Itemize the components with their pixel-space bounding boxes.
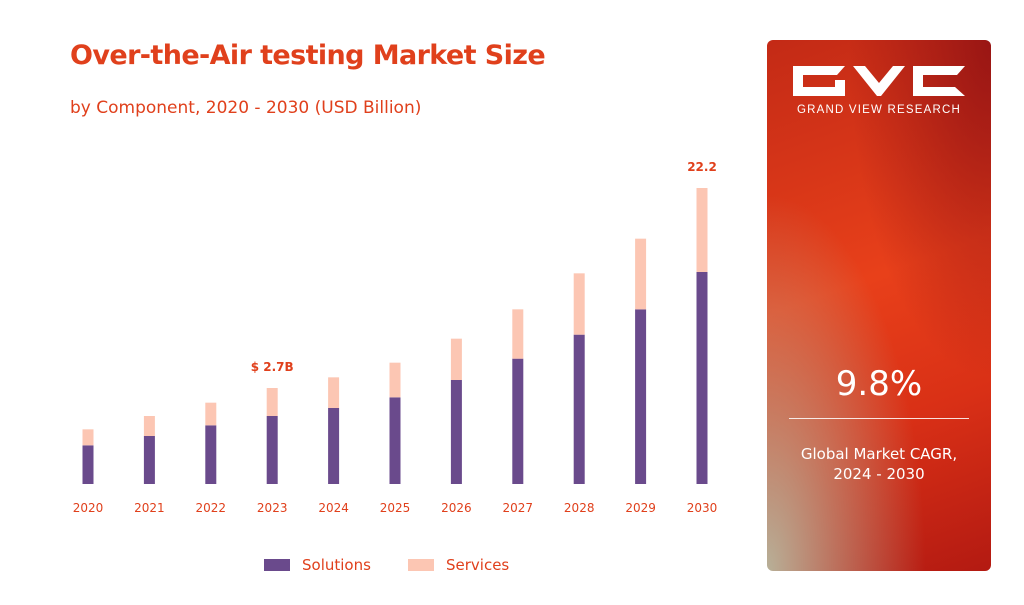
bar-services-2022 bbox=[205, 402, 217, 426]
brand-name: GRAND VIEW RESEARCH bbox=[796, 104, 961, 116]
x-tick-label-2023: 2023 bbox=[257, 501, 288, 515]
cagr-panel: GRAND VIEW RESEARCH 9.8% Global Market C… bbox=[767, 40, 991, 571]
data-label-2023: $ 2.7B bbox=[251, 360, 294, 374]
cagr-value: 9.8% bbox=[835, 364, 923, 404]
legend-item-services: Services bbox=[408, 556, 509, 574]
bar-solutions-2028 bbox=[573, 334, 585, 484]
cagr-label-line2: 2024 - 2030 bbox=[833, 465, 925, 483]
bar-solutions-2024 bbox=[328, 408, 340, 484]
x-tick-label-2026: 2026 bbox=[441, 501, 472, 515]
cagr-label: Global Market CAGR, 2024 - 2030 bbox=[767, 444, 991, 484]
bar-solutions-2022 bbox=[205, 425, 217, 484]
bar-solutions-2020 bbox=[82, 445, 94, 484]
legend-label-services: Services bbox=[446, 556, 510, 574]
legend-label-solutions: Solutions bbox=[302, 556, 371, 574]
x-tick-label-2025: 2025 bbox=[380, 501, 411, 515]
bar-solutions-2030 bbox=[696, 272, 708, 484]
bar-solutions-2029 bbox=[635, 309, 647, 484]
legend-swatch-services bbox=[408, 559, 434, 571]
chart-title: Over-the-Air testing Market Size bbox=[70, 40, 546, 71]
gvr-logo-icon bbox=[793, 66, 965, 96]
bar-solutions-2023 bbox=[266, 416, 278, 484]
x-tick-label-2029: 2029 bbox=[625, 501, 656, 515]
bar-solutions-2026 bbox=[450, 380, 462, 484]
data-label-2030: 22.2 bbox=[687, 160, 717, 174]
x-tick-label-2021: 2021 bbox=[134, 501, 165, 515]
bar-services-2026 bbox=[450, 338, 462, 380]
bar-solutions-2025 bbox=[389, 397, 401, 484]
bar-solutions-2027 bbox=[512, 358, 524, 484]
x-tick-label-2020: 2020 bbox=[73, 501, 104, 515]
x-tick-label-2030: 2030 bbox=[687, 501, 718, 515]
bar-services-2030 bbox=[696, 188, 708, 272]
x-tick-label-2027: 2027 bbox=[503, 501, 534, 515]
x-tick-label-2022: 2022 bbox=[196, 501, 227, 515]
cagr-label-line1: Global Market CAGR, bbox=[800, 445, 958, 463]
bar-services-2028 bbox=[573, 273, 585, 335]
bar-solutions-2021 bbox=[143, 436, 155, 484]
legend-swatch-solutions bbox=[264, 559, 290, 571]
bar-services-2024 bbox=[328, 377, 340, 408]
x-tick-label-2024: 2024 bbox=[318, 501, 349, 515]
bar-services-2020 bbox=[82, 429, 94, 446]
x-tick-label-2028: 2028 bbox=[564, 501, 595, 515]
legend-item-solutions: Solutions bbox=[264, 556, 371, 574]
bar-services-2021 bbox=[143, 416, 155, 436]
stacked-bar-chart: 2020 2021 2022 2023 2024 2025 2026 2027 2028 2029… bbox=[73, 160, 718, 515]
bar-services-2023 bbox=[266, 388, 278, 416]
bar-services-2027 bbox=[512, 309, 524, 359]
divider bbox=[789, 418, 969, 419]
bar-services-2029 bbox=[635, 238, 647, 310]
bar-services-2025 bbox=[389, 362, 401, 398]
chart-subtitle: by Component, 2020 - 2030 (USD Billion) bbox=[70, 98, 422, 118]
